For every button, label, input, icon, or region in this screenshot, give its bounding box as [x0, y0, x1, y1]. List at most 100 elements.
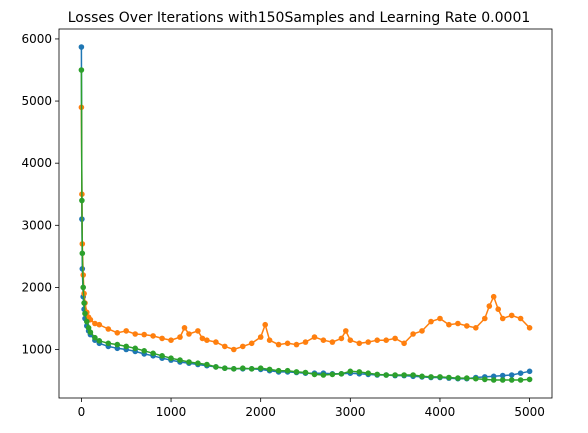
- data-point: [106, 326, 112, 332]
- data-point: [374, 372, 380, 378]
- data-point: [177, 357, 183, 363]
- chart-title: Losses Over Iterations with150Samples an…: [68, 10, 531, 26]
- data-point: [79, 44, 85, 50]
- data-point: [312, 372, 318, 378]
- data-point: [80, 285, 86, 291]
- data-point: [473, 376, 479, 382]
- data-point: [97, 338, 103, 344]
- data-point: [79, 67, 85, 73]
- x-tick-label: 2000: [245, 405, 276, 419]
- y-tick-label: 5000: [21, 94, 52, 108]
- data-point: [428, 319, 434, 325]
- data-point: [204, 362, 210, 368]
- series-layer: [79, 44, 533, 383]
- y-tick-label: 4000: [21, 156, 52, 170]
- data-point: [231, 347, 237, 353]
- data-point: [276, 342, 282, 348]
- data-point: [84, 319, 90, 325]
- data-point: [357, 341, 363, 347]
- data-point: [495, 306, 501, 312]
- x-tick-label: 4000: [425, 405, 456, 419]
- data-point: [312, 334, 318, 340]
- data-point: [357, 369, 363, 375]
- data-point: [141, 348, 147, 354]
- data-point: [455, 375, 461, 381]
- data-point: [348, 369, 354, 375]
- data-point: [80, 251, 86, 257]
- y-tick-label: 6000: [21, 32, 52, 46]
- data-point: [527, 369, 533, 375]
- data-point: [195, 328, 201, 334]
- data-point: [267, 367, 273, 373]
- data-point: [285, 368, 291, 374]
- data-point: [428, 374, 434, 380]
- data-point: [222, 365, 228, 371]
- series-line: [81, 47, 529, 379]
- data-point: [240, 344, 246, 350]
- data-point: [150, 333, 156, 339]
- data-point: [491, 377, 497, 383]
- x-tick-label: 0: [78, 405, 86, 419]
- data-point: [106, 341, 112, 347]
- data-point: [509, 313, 515, 319]
- y-tick-label: 1000: [21, 343, 52, 357]
- x-tick-label: 3000: [335, 405, 366, 419]
- data-point: [392, 336, 398, 342]
- data-point: [464, 375, 470, 381]
- data-point: [509, 372, 515, 378]
- data-point: [455, 321, 461, 327]
- data-point: [392, 372, 398, 378]
- data-point: [81, 300, 87, 306]
- data-point: [115, 342, 121, 348]
- data-point: [419, 328, 425, 334]
- data-point: [213, 364, 219, 370]
- data-point: [267, 337, 273, 343]
- series-line: [81, 107, 529, 349]
- data-point: [132, 331, 138, 337]
- data-point: [82, 311, 88, 317]
- data-point: [410, 372, 416, 378]
- data-point: [258, 334, 264, 340]
- data-point: [132, 346, 138, 352]
- data-point: [518, 316, 524, 322]
- data-point: [294, 342, 300, 348]
- data-point: [321, 372, 327, 378]
- data-point: [276, 368, 282, 374]
- data-point: [177, 334, 183, 340]
- data-point: [88, 329, 94, 335]
- data-point: [195, 360, 201, 366]
- data-point: [123, 344, 129, 350]
- series-line: [81, 70, 529, 380]
- data-point: [419, 374, 425, 380]
- y-tick-label: 3000: [21, 218, 52, 232]
- y-tick-label: 2000: [21, 280, 52, 294]
- data-point: [401, 341, 407, 347]
- data-point: [249, 366, 255, 372]
- data-point: [159, 353, 165, 359]
- data-point: [168, 355, 174, 361]
- data-point: [97, 322, 103, 328]
- data-point: [285, 341, 291, 347]
- data-point: [115, 330, 121, 336]
- data-point: [383, 337, 389, 343]
- data-point: [473, 325, 479, 331]
- series-2: [79, 105, 533, 353]
- data-point: [123, 328, 129, 334]
- data-point: [365, 370, 371, 376]
- data-point: [204, 337, 210, 343]
- data-point: [79, 198, 85, 204]
- data-point: [410, 331, 416, 337]
- x-axis: 0 1000 2000 3000 4000 5000: [78, 398, 545, 419]
- data-point: [303, 370, 309, 376]
- data-point: [500, 377, 506, 383]
- data-point: [303, 339, 309, 345]
- data-point: [437, 374, 443, 380]
- data-point: [141, 332, 147, 338]
- data-point: [321, 337, 327, 343]
- data-point: [168, 337, 174, 343]
- data-point: [348, 337, 354, 343]
- data-point: [159, 336, 165, 342]
- data-point: [487, 303, 493, 309]
- data-point: [518, 377, 524, 383]
